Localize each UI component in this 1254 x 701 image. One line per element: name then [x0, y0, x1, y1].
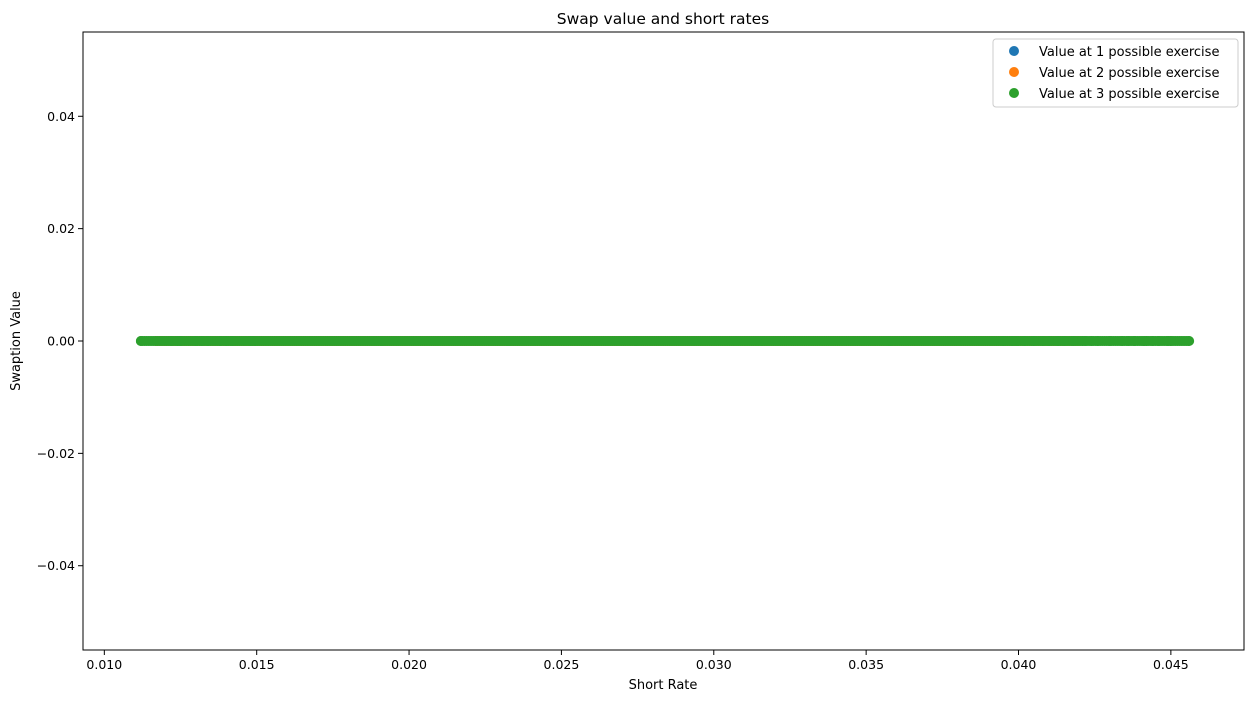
legend-marker-series-3 — [1009, 88, 1019, 98]
data-point-series-3 — [1007, 336, 1018, 346]
y-axis-label: Swaption Value — [9, 291, 24, 391]
data-point-series-3 — [227, 336, 238, 346]
legend-box — [992, 38, 1239, 108]
legend: Value at 1 possible exercise Value at 2 … — [992, 38, 1239, 108]
x-tick-label: 0.020 — [391, 657, 427, 672]
data-point-series-3 — [1165, 336, 1176, 346]
legend-label-series-2: Value at 2 possible exercise — [1039, 66, 1219, 81]
legend-label-series-1: Value at 1 possible exercise — [1039, 45, 1219, 60]
data-point-series-3 — [202, 336, 213, 346]
x-tick-label: 0.015 — [239, 657, 275, 672]
x-tick-label: 0.040 — [1001, 657, 1037, 672]
x-axis-label: Short Rate — [629, 678, 698, 693]
x-tick-label: 0.035 — [848, 657, 884, 672]
y-tick-label: 0.02 — [47, 221, 75, 236]
data-point-series-3 — [1153, 336, 1164, 346]
legend-marker-series-2 — [1009, 67, 1019, 77]
data-point-series-3 — [1092, 336, 1103, 346]
x-tick-label: 0.025 — [544, 657, 580, 672]
data-point-series-3 — [1059, 336, 1070, 346]
legend-label-series-3: Value at 3 possible exercise — [1039, 87, 1219, 102]
data-point-series-3 — [1129, 336, 1140, 346]
data-point-series-3 — [175, 336, 186, 346]
data-point-series-3 — [1043, 336, 1054, 346]
data-point-series-3 — [1028, 336, 1039, 346]
axes-layer: 0.010 0.015 0.020 0.025 0.030 0.035 0.040 0.045… — [37, 31, 1245, 672]
data-point-series-3 — [1104, 336, 1115, 346]
y-tick-label: 0.04 — [47, 109, 75, 124]
x-tick-label: 0.030 — [696, 657, 732, 672]
data-point-series-3 — [1068, 336, 1079, 346]
data-point-series-3 — [998, 336, 1009, 346]
data-points-layer — [135, 336, 1195, 346]
y-tick-label: −0.04 — [37, 558, 75, 573]
y-tick-label: −0.02 — [37, 446, 75, 461]
data-point-series-3 — [135, 336, 146, 346]
data-point-series-3 — [1019, 336, 1030, 346]
x-tick-label: 0.045 — [1153, 657, 1189, 672]
chart-title: Swap value and short rates — [557, 10, 769, 28]
x-tick-label: 0.010 — [86, 657, 122, 672]
data-point-series-3 — [1184, 336, 1195, 346]
legend-marker-series-1 — [1009, 46, 1019, 56]
y-tick-label: 0.00 — [47, 334, 75, 349]
data-point-series-3 — [245, 336, 256, 346]
